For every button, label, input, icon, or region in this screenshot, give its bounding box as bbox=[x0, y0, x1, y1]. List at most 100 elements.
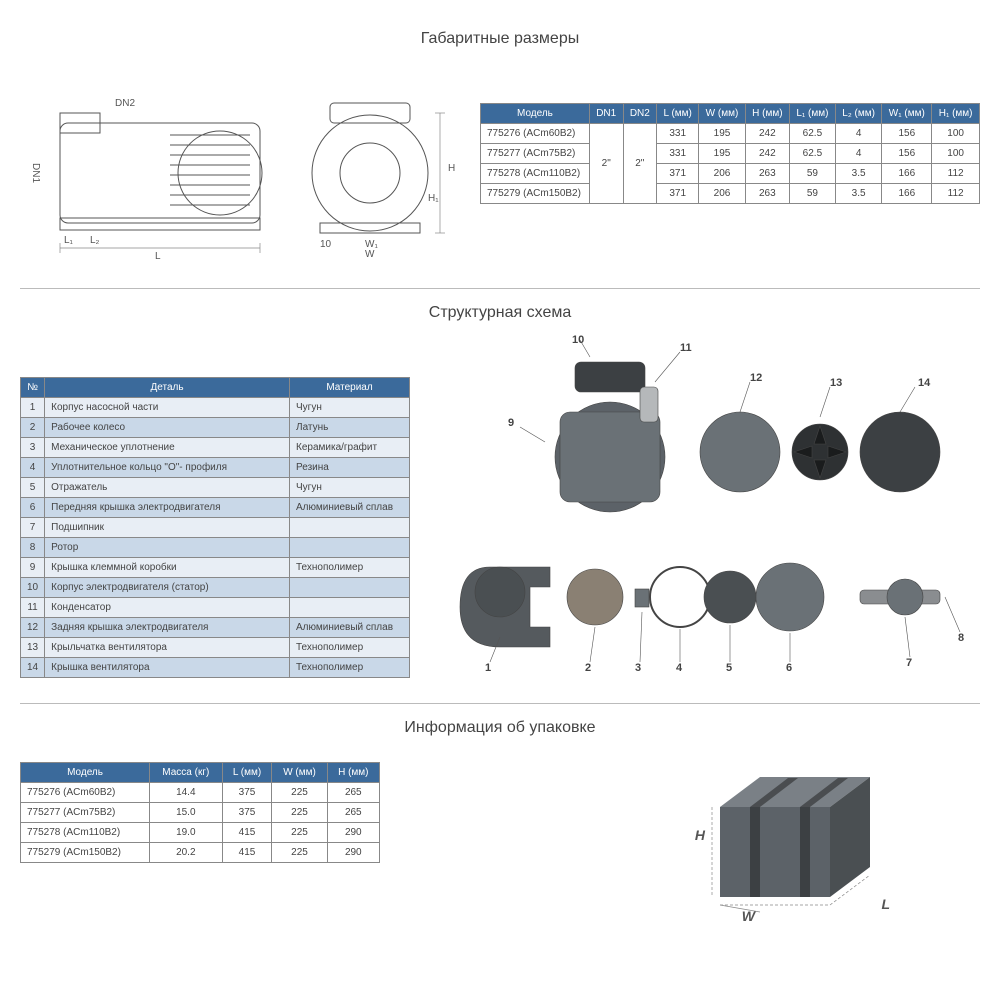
cell-material bbox=[290, 518, 410, 538]
callout-6: 6 bbox=[786, 662, 792, 674]
cell-part: Крыльчатка вентилятора bbox=[45, 638, 290, 658]
cell-num: 5 bbox=[21, 478, 45, 498]
callout-3: 3 bbox=[635, 662, 641, 674]
cell-h: 263 bbox=[745, 184, 789, 204]
table-row: 775279 (ACm150B2)20.2415225290 bbox=[21, 843, 380, 863]
table-row: 11Конденсатор bbox=[21, 598, 410, 618]
cell-material: Технополимер bbox=[290, 658, 410, 678]
cell-h: 242 bbox=[745, 124, 789, 144]
th-dn1: DN1 bbox=[589, 104, 623, 124]
th-num: № bbox=[21, 378, 45, 398]
cell-l: 331 bbox=[657, 124, 699, 144]
table-row: 775277 (ACm75B2)33119524262.54156100 bbox=[481, 144, 980, 164]
packaging-title: Информация об упаковке bbox=[20, 719, 980, 737]
exploded-view: 10 11 12 13 14 9 1 2 3 4 5 6 7 8 bbox=[430, 337, 980, 677]
cell-material: Алюминиевый сплав bbox=[290, 498, 410, 518]
cell-model: 775279 (ACm150B2) bbox=[21, 843, 150, 863]
cell-num: 9 bbox=[21, 558, 45, 578]
cell-material: Чугун bbox=[290, 478, 410, 498]
cell-h: 265 bbox=[327, 803, 379, 823]
table-row: 6Передняя крышка электродвигателяАлюмини… bbox=[21, 498, 410, 518]
cell-num: 6 bbox=[21, 498, 45, 518]
structure-section: Структурная схема № Деталь Материал 1Кор… bbox=[20, 304, 980, 678]
cell-part: Крышка клеммной коробки bbox=[45, 558, 290, 578]
callout-5: 5 bbox=[726, 662, 732, 674]
cell-l1: 59 bbox=[789, 184, 835, 204]
technical-drawing: DN2 DN1 L₁ L₂ L H H₁ W W₁ 10 bbox=[20, 63, 460, 263]
cell-w1: 166 bbox=[882, 164, 932, 184]
cell-material: Чугун bbox=[290, 398, 410, 418]
table-row: 7Подшипник bbox=[21, 518, 410, 538]
cell-l: 331 bbox=[657, 144, 699, 164]
th-model: Модель bbox=[481, 104, 590, 124]
box-label-h: H bbox=[695, 827, 705, 843]
cell-num: 11 bbox=[21, 598, 45, 618]
callout-8: 8 bbox=[958, 632, 964, 644]
cell-part: Конденсатор bbox=[45, 598, 290, 618]
cell-num: 4 bbox=[21, 458, 45, 478]
cell-mass: 14.4 bbox=[150, 783, 222, 803]
cell-num: 8 bbox=[21, 538, 45, 558]
cell-w: 225 bbox=[272, 843, 327, 863]
label-l1: L₁ bbox=[64, 235, 73, 246]
table-header-row: № Деталь Материал bbox=[21, 378, 410, 398]
label-h: H bbox=[448, 163, 455, 174]
cell-h1: 100 bbox=[932, 144, 980, 164]
box-drawing: H W L bbox=[420, 752, 980, 922]
cell-w: 206 bbox=[699, 164, 745, 184]
cell-w: 206 bbox=[699, 184, 745, 204]
dimensions-table: Модель DN1 DN2 L (мм) W (мм) H (мм) L₁ (… bbox=[480, 103, 980, 204]
packaging-section: Информация об упаковке Модель Масса (кг)… bbox=[20, 719, 980, 922]
cell-l2: 4 bbox=[835, 144, 881, 164]
cell-model: 775277 (ACm75B2) bbox=[481, 144, 590, 164]
table-row: 9Крышка клеммной коробкиТехнополимер bbox=[21, 558, 410, 578]
cell-w: 195 bbox=[699, 124, 745, 144]
cell-num: 10 bbox=[21, 578, 45, 598]
callout-7: 7 bbox=[906, 657, 912, 669]
cell-model: 775279 (ACm150B2) bbox=[481, 184, 590, 204]
callout-1: 1 bbox=[485, 662, 491, 674]
cell-w1: 156 bbox=[882, 144, 932, 164]
cell-material: Алюминиевый сплав bbox=[290, 618, 410, 638]
cell-num: 3 bbox=[21, 438, 45, 458]
cell-material: Технополимер bbox=[290, 638, 410, 658]
table-row: 3Механическое уплотнениеКерамика/графит bbox=[21, 438, 410, 458]
cell-l: 415 bbox=[222, 823, 272, 843]
table-row: 13Крыльчатка вентилятораТехнополимер bbox=[21, 638, 410, 658]
th-l2: L₂ (мм) bbox=[835, 104, 881, 124]
cell-h1: 112 bbox=[932, 164, 980, 184]
cell-material: Латунь bbox=[290, 418, 410, 438]
label-w1: W₁ bbox=[365, 239, 378, 250]
cell-w1: 166 bbox=[882, 184, 932, 204]
table-row: 775276 (ACm60B2)14.4375225265 bbox=[21, 783, 380, 803]
th-w: W (мм) bbox=[272, 763, 327, 783]
callout-14: 14 bbox=[918, 377, 930, 389]
divider bbox=[20, 703, 980, 704]
table-row: 2Рабочее колесоЛатунь bbox=[21, 418, 410, 438]
cell-material: Технополимер bbox=[290, 558, 410, 578]
cell-w: 225 bbox=[272, 803, 327, 823]
cell-h: 290 bbox=[327, 823, 379, 843]
cell-part: Передняя крышка электродвигателя bbox=[45, 498, 290, 518]
th-h: H (мм) bbox=[327, 763, 379, 783]
dimensions-section: Габаритные размеры bbox=[20, 30, 980, 263]
callout-13: 13 bbox=[830, 377, 842, 389]
cell-material bbox=[290, 538, 410, 558]
table-row: 1Корпус насосной частиЧугун bbox=[21, 398, 410, 418]
box-label-w: W bbox=[742, 908, 755, 924]
cell-part: Корпус электродвигателя (статор) bbox=[45, 578, 290, 598]
label-w: W bbox=[365, 249, 374, 260]
table-row: 14Крышка вентилятораТехнополимер bbox=[21, 658, 410, 678]
th-h1: H₁ (мм) bbox=[932, 104, 980, 124]
th-l1: L₁ (мм) bbox=[789, 104, 835, 124]
dimensions-row: DN2 DN1 L₁ L₂ L H H₁ W W₁ 10 Модель DN1 … bbox=[20, 63, 980, 263]
table-header-row: Модель DN1 DN2 L (мм) W (мм) H (мм) L₁ (… bbox=[481, 104, 980, 124]
cell-model: 775276 (ACm60B2) bbox=[481, 124, 590, 144]
cell-w1: 156 bbox=[882, 124, 932, 144]
cell-part: Крышка вентилятора bbox=[45, 658, 290, 678]
callout-9: 9 bbox=[508, 417, 514, 429]
table-row: 5ОтражательЧугун bbox=[21, 478, 410, 498]
cell-mass: 20.2 bbox=[150, 843, 222, 863]
cell-w: 195 bbox=[699, 144, 745, 164]
cell-l2: 3.5 bbox=[835, 184, 881, 204]
